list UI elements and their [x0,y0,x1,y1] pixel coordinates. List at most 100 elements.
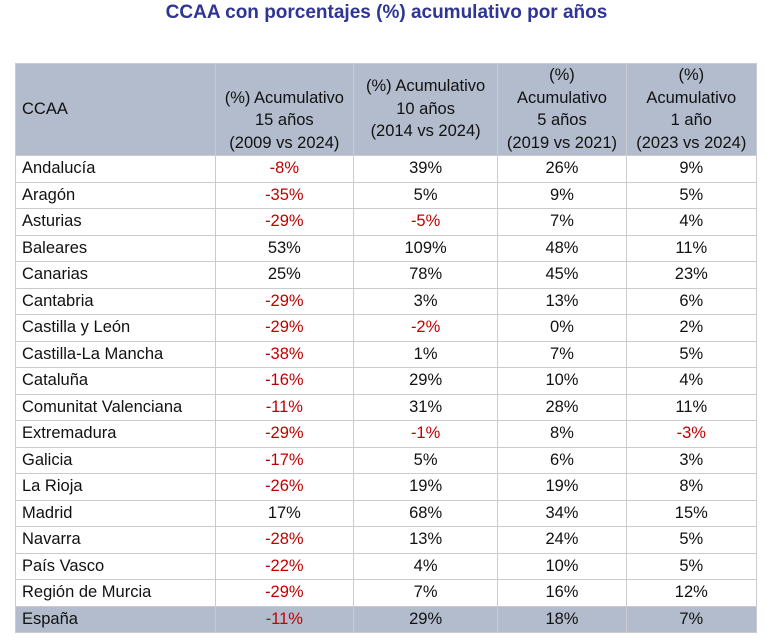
header-row: CCAA (%) Acumulativo 15 años (2009 vs 2024)… [15,63,758,156]
row-label: Baleares [15,234,216,262]
cell: 13% [497,287,627,315]
table-body: Andalucía -8% 39% 26% 9% Aragón -35% 5% 9% 5% Astu… [15,155,758,633]
row-label: Comunitat Valenciana [15,393,216,421]
table-row: Comunitat Valenciana -11% 31% 28% 11% [15,393,758,421]
row-label: Canarias [15,261,216,289]
cell: -29% [214,420,354,448]
cell: 7% [497,208,627,236]
cell: 5% [625,340,758,368]
cell: 24% [497,526,627,554]
cell: -29% [214,287,354,315]
cell: 39% [352,155,499,183]
cell: 109% [352,234,499,262]
cell: 29% [352,605,499,633]
cell: 48% [497,234,627,262]
row-label: Navarra [15,526,216,554]
table-row: Región de Murcia -29% 7% 16% 12% [15,579,758,607]
row-label: País Vasco [15,552,216,580]
cell: 7% [497,340,627,368]
table-row: Navarra -28% 13% 24% 5% [15,526,758,554]
cell: 3% [625,446,758,474]
cell: 4% [625,208,758,236]
row-label: Galicia [15,446,216,474]
cell: 6% [497,446,627,474]
table-row: Madrid 17% 68% 34% 15% [15,499,758,527]
cell: -16% [214,367,354,395]
table-row: España -11% 29% 18% 7% [15,605,758,633]
cell: 5% [625,526,758,554]
header-cell: (%) Acumulativo 15 años (2009 vs 2024) [214,63,354,156]
cell: 29% [352,367,499,395]
row-label: Andalucía [15,155,216,183]
cell: -8% [214,155,354,183]
cell: -35% [214,181,354,209]
cell: 13% [352,526,499,554]
cell: 15% [625,499,758,527]
row-label: España [15,605,216,633]
cell: 10% [497,552,627,580]
cell: 10% [497,367,627,395]
table-row: Asturias -29% -5% 7% 4% [15,208,758,236]
cell: 9% [497,181,627,209]
table-row: Cataluña -16% 29% 10% 4% [15,367,758,395]
table-row: Andalucía -8% 39% 26% 9% [15,155,758,183]
header-cell: (%) Acumulativo 10 años (2014 vs 2024) [352,63,499,156]
cell: -3% [625,420,758,448]
cell: 2% [625,314,758,342]
cell: 26% [497,155,627,183]
table-row: Cantabria -29% 3% 13% 6% [15,287,758,315]
table-row: Extremadura -29% -1% 8% -3% [15,420,758,448]
cell: 0% [497,314,627,342]
header-text: 10 años [396,99,455,118]
cell: 31% [352,393,499,421]
header-text: (2023 vs 2024) [636,133,747,152]
table-row: La Rioja -26% 19% 19% 8% [15,473,758,501]
cell: 4% [625,367,758,395]
cell: 11% [625,234,758,262]
cell: 9% [625,155,758,183]
cell: -11% [214,605,354,633]
header-text: (2009 vs 2024) [229,133,340,152]
row-label: La Rioja [15,473,216,501]
header-text: 1 año [670,111,712,129]
cell: 8% [497,420,627,448]
header-text: (%) Acumulativo [224,88,344,107]
cell: 7% [625,605,758,633]
cell: -29% [214,314,354,342]
cell: 5% [352,181,499,209]
table-row: Aragón -35% 5% 9% 5% [15,181,758,209]
cell: 78% [352,261,499,289]
row-label: Cantabria [15,287,216,315]
cell: 11% [625,393,758,421]
header-text: (2019 vs 2021) [506,133,617,152]
cell: 23% [625,261,758,289]
cell: -38% [214,340,354,368]
header-text: 5 años [537,111,587,129]
cell: -29% [214,579,354,607]
cell: -1% [352,420,499,448]
cell: 1% [352,340,499,368]
cell: 34% [497,499,627,527]
header-text: (2014 vs 2024) [370,122,481,141]
cell: 19% [352,473,499,501]
header-text: (%) Acumulativo [366,77,486,96]
cell: 12% [625,579,758,607]
row-label: Castilla y León [15,314,216,342]
header-text: (%) [678,66,705,84]
row-label: Región de Murcia [15,579,216,607]
cell: -28% [214,526,354,554]
header-cell: (%) Acumulativo 1 año (2023 vs 2024) [625,63,758,156]
cell: 5% [352,446,499,474]
header-text: Acumulativo [646,88,737,107]
table-row: Baleares 53% 109% 48% 11% [15,234,758,262]
table-row: País Vasco -22% 4% 10% 5% [15,552,758,580]
cell: -17% [214,446,354,474]
cell: 18% [497,605,627,633]
cell: 8% [625,473,758,501]
header-cell: (%) Acumulativo 5 años (2019 vs 2021) [497,63,627,156]
data-table: CCAA (%) Acumulativo 15 años (2009 vs 2024)… [15,63,758,633]
cell: 28% [497,393,627,421]
cell: 3% [352,287,499,315]
cell: 5% [625,552,758,580]
cell: 7% [352,579,499,607]
